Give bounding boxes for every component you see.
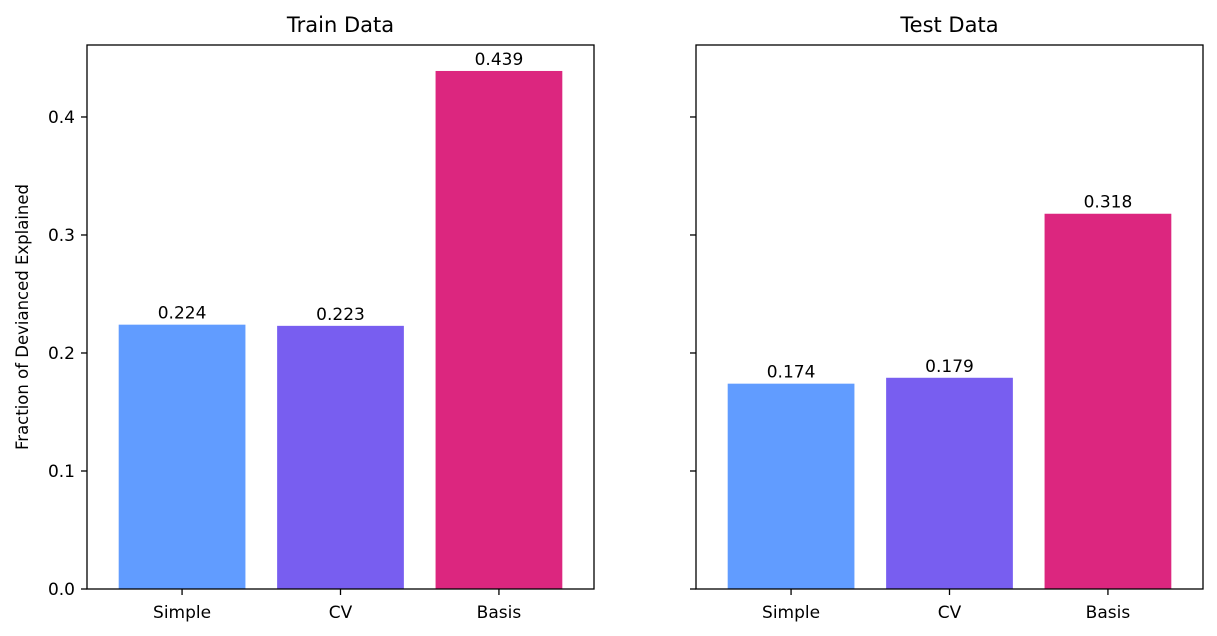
test-bar-cv: [886, 377, 1013, 589]
y-axis-label-group: Fraction of Devianced Explained: [13, 184, 32, 450]
test-bar-basis: [1044, 213, 1172, 589]
train-bar-basis: [435, 70, 563, 590]
train-bar-cv: [277, 325, 404, 589]
train-y-tick-label: 0.3: [48, 226, 75, 246]
train-x-tick-label-cv: CV: [329, 603, 353, 623]
test-value-label-cv: 0.179: [925, 357, 974, 377]
test-bar-simple: [727, 383, 855, 589]
train-y-tick-label: 0.4: [48, 108, 75, 128]
test-data-panel: 0.174 0.179 0.318 Simple CV Basis Test Data: [690, 13, 1204, 623]
train-x-tick-label-simple: Simple: [153, 603, 211, 623]
train-value-label-simple: 0.224: [158, 304, 207, 324]
train-x-tick-label-basis: Basis: [477, 603, 522, 623]
test-panel-title: Test Data: [899, 13, 998, 37]
train-y-tick-label: 0.0: [48, 580, 75, 600]
train-y-tick-label: 0.2: [48, 344, 75, 364]
y-axis-label: Fraction of Devianced Explained: [13, 184, 32, 450]
train-value-label-cv: 0.223: [316, 305, 365, 325]
train-value-label-basis: 0.439: [475, 50, 524, 70]
train-y-tick-label: 0.1: [48, 462, 75, 482]
test-x-tick-label-cv: CV: [938, 603, 962, 623]
train-data-panel: 0.224 0.223 0.439 Simple CV Basis 0.0 0.1 0.2 0.3…: [48, 13, 595, 623]
test-value-label-simple: 0.174: [767, 363, 816, 383]
test-x-tick-label-simple: Simple: [762, 603, 820, 623]
test-value-label-basis: 0.318: [1084, 193, 1133, 213]
train-panel-title: Train Data: [286, 13, 394, 37]
train-bar-simple: [118, 324, 246, 589]
test-x-tick-label-basis: Basis: [1086, 603, 1131, 623]
